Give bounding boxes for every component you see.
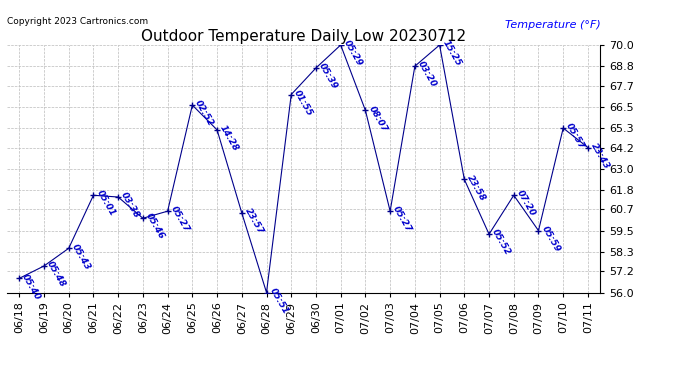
Text: 05:29: 05:29 (342, 39, 364, 68)
Text: 07:20: 07:20 (515, 189, 537, 218)
Text: 01:55: 01:55 (293, 88, 315, 117)
Text: 23:57: 23:57 (243, 207, 265, 236)
Text: 05:48: 05:48 (45, 260, 67, 289)
Text: 03:38: 03:38 (119, 191, 141, 220)
Text: 23:58: 23:58 (465, 173, 487, 202)
Text: 23:43: 23:43 (589, 141, 611, 171)
Text: 05:39: 05:39 (317, 62, 339, 91)
Text: 05:51: 05:51 (268, 286, 290, 315)
Text: 05:27: 05:27 (168, 205, 190, 234)
Text: 05:43: 05:43 (70, 242, 92, 272)
Text: 02:52: 02:52 (193, 99, 215, 128)
Text: 05:40: 05:40 (20, 272, 42, 302)
Text: 05:01: 05:01 (95, 189, 117, 218)
Text: 15:25: 15:25 (441, 39, 463, 68)
Text: Copyright 2023 Cartronics.com: Copyright 2023 Cartronics.com (7, 17, 148, 26)
Text: 03:20: 03:20 (416, 60, 438, 89)
Text: 05:57: 05:57 (564, 122, 586, 151)
Text: 05:52: 05:52 (490, 228, 512, 257)
Text: Temperature (°F): Temperature (°F) (504, 20, 600, 30)
Text: 14:28: 14:28 (218, 124, 240, 153)
Text: 08:07: 08:07 (366, 104, 388, 134)
Text: 05:59: 05:59 (540, 224, 562, 254)
Text: 05:46: 05:46 (144, 212, 166, 241)
Text: 05:27: 05:27 (391, 205, 413, 234)
Title: Outdoor Temperature Daily Low 20230712: Outdoor Temperature Daily Low 20230712 (141, 29, 466, 44)
